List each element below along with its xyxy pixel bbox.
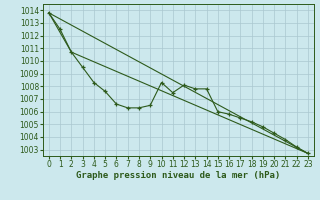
- X-axis label: Graphe pression niveau de la mer (hPa): Graphe pression niveau de la mer (hPa): [76, 171, 281, 180]
